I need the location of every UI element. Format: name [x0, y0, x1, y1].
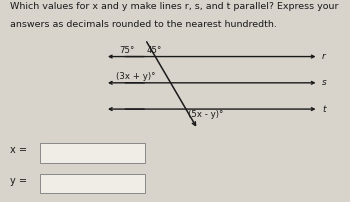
Text: (5x - y)°: (5x - y)° — [188, 110, 223, 119]
Text: x =: x = — [10, 145, 28, 156]
FancyBboxPatch shape — [40, 143, 145, 163]
Text: (3x + y)°: (3x + y)° — [116, 72, 156, 81]
Text: t: t — [322, 105, 326, 114]
Text: s: s — [322, 78, 327, 87]
Text: answers as decimals rounded to the nearest hundredth.: answers as decimals rounded to the neare… — [10, 20, 277, 29]
FancyBboxPatch shape — [40, 174, 145, 193]
Text: y =: y = — [10, 176, 28, 186]
Text: r: r — [322, 52, 326, 61]
Text: Which values for x and y make lines r, s, and t parallel? Express your: Which values for x and y make lines r, s… — [10, 2, 339, 11]
Text: 75°: 75° — [119, 45, 134, 55]
Text: 45°: 45° — [147, 45, 162, 55]
